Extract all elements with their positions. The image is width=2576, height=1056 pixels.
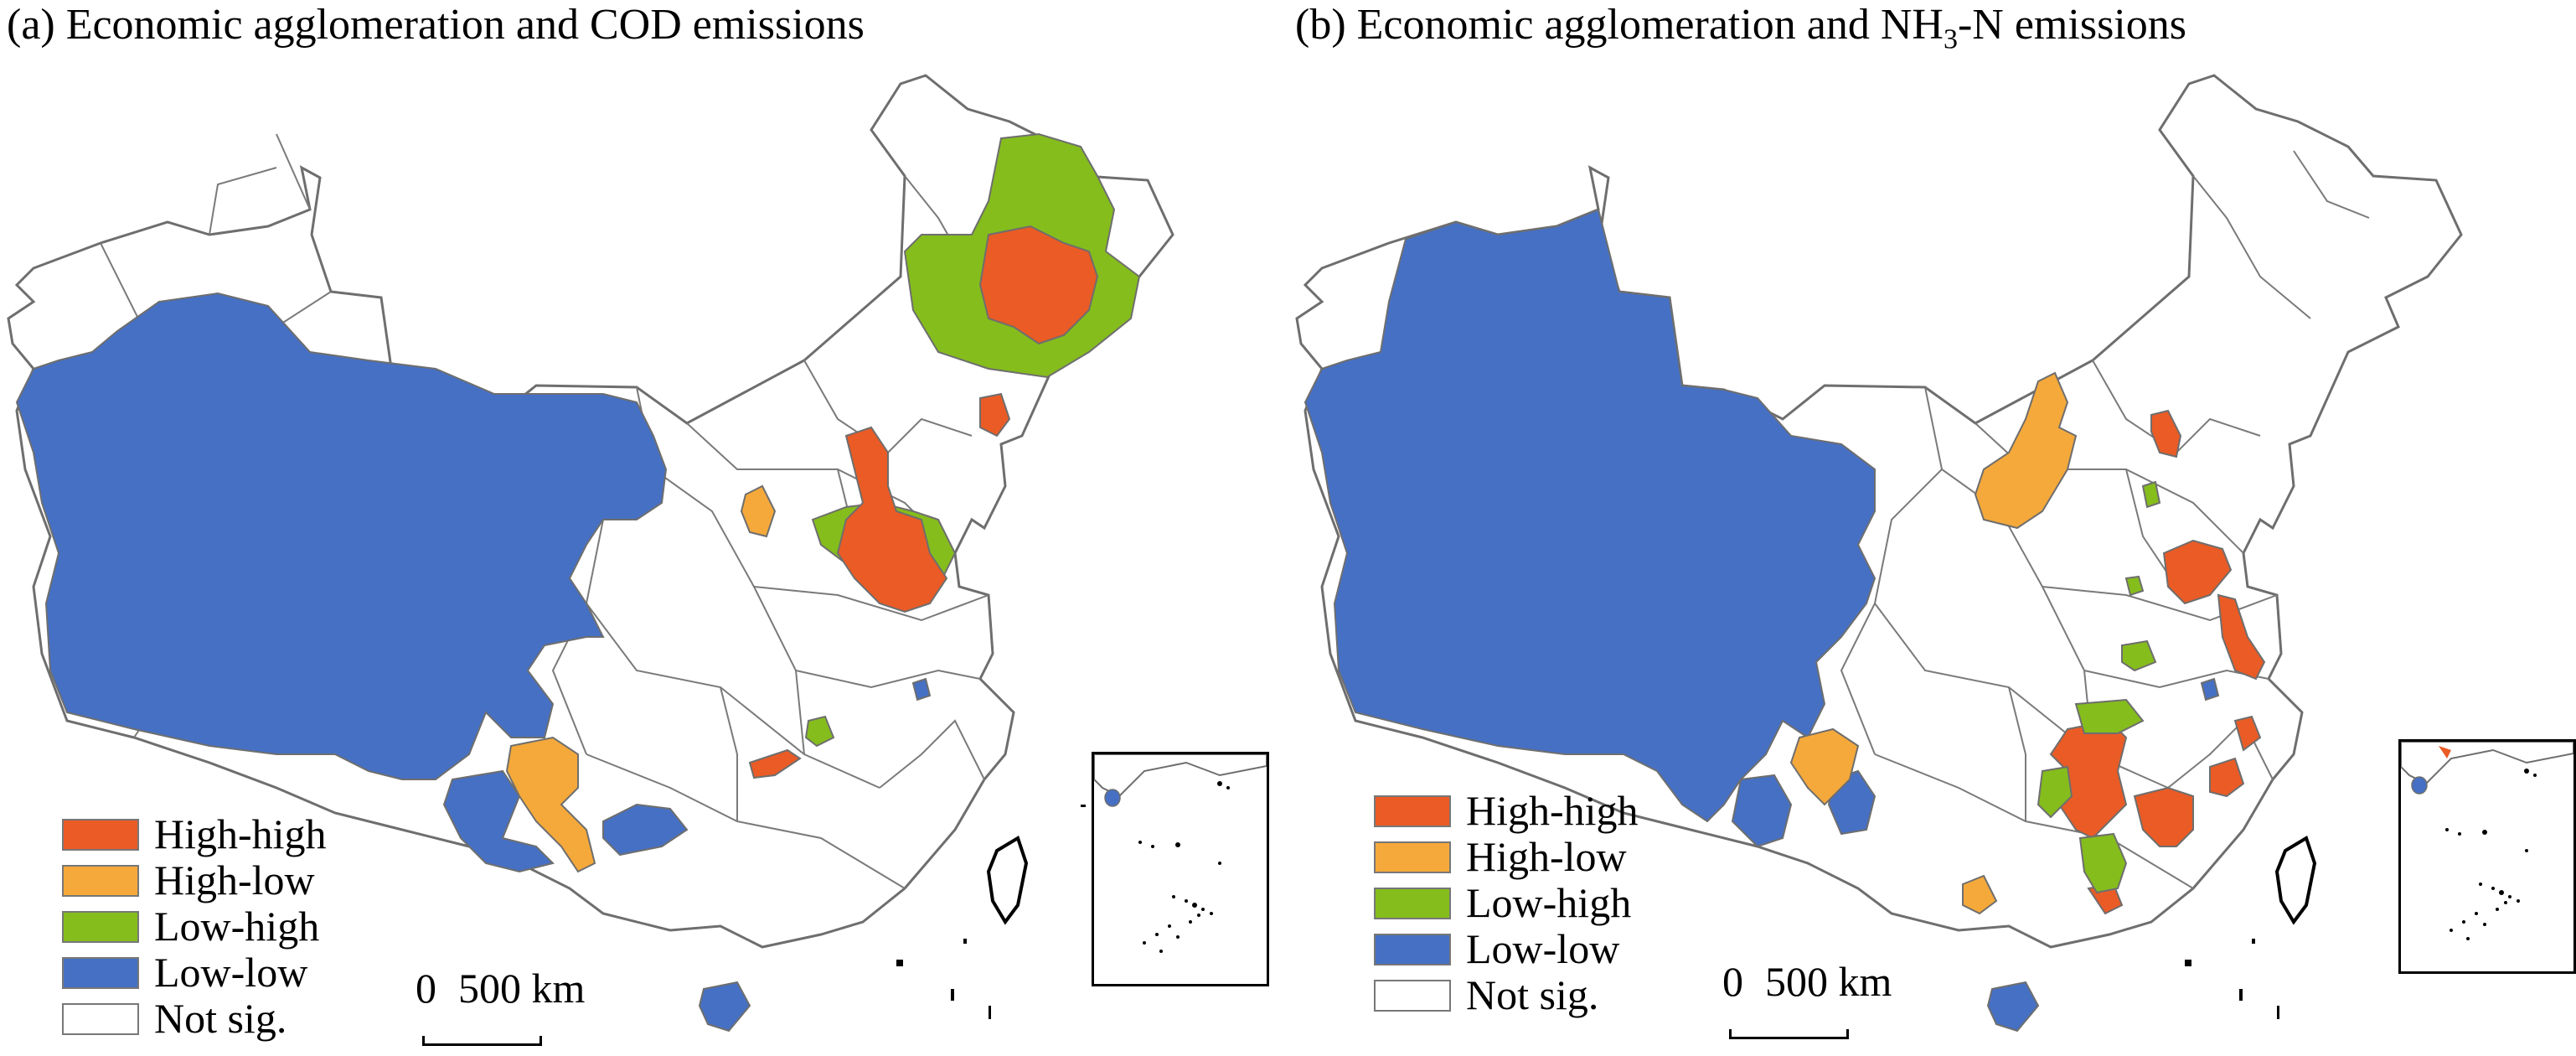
legend-item: Low-high [62,903,327,950]
swatch-low-high [1374,887,1451,919]
swatch-high-high [62,818,139,851]
high-high-north-plain [836,426,948,613]
panel-a-title: (a) Economic agglomeration and COD emiss… [7,1,865,49]
low-low-southwest [1731,774,1793,848]
swatch-low-low [62,956,139,989]
low-low-yunnan [602,803,689,857]
high-high-zhejiang [2233,715,2262,752]
map-b [1295,74,2463,1033]
low-low-west [15,292,668,780]
inset-map [2400,741,2574,940]
low-high-henan [2124,575,2145,597]
inset-map [1093,753,1267,953]
high-low-yunnan [1789,727,1860,806]
low-low-east [2200,677,2220,701]
high-high-jiangsu [2217,593,2266,681]
high-low-inner-mongolia [1974,371,2078,530]
high-high-fujian [2133,786,2194,847]
panel-b-title: (b) Economic agglomeration and NH3-N emi… [1295,1,2186,55]
swatch-not-sig [62,1002,139,1035]
high-high-shandong [2162,539,2233,605]
swatch-not-sig [1374,979,1451,1012]
low-low-hainan [1986,981,2040,1033]
legend-b: High-high High-low Low-high Low-low Not … [1374,788,1639,1018]
low-high-guangdong [2078,832,2128,894]
high-low-guangxi [1962,874,1998,915]
low-high-central [804,715,835,748]
low-low-east [911,677,932,701]
taiwan [2274,836,2317,925]
islands [2185,939,2279,1019]
legend-item: Low-low [62,950,327,996]
scale-bar-b: 0 500 km [1722,957,1892,1039]
legend-item: High-low [62,857,327,903]
high-high-central [748,748,802,779]
scale-bar-a: 0 500 km [416,964,585,1046]
swatch-high-low [1374,841,1451,873]
south-china-sea-inset [2398,739,2576,974]
legend-item: High-low [1374,834,1639,880]
legend-item: Low-low [1374,926,1639,972]
high-high-beijing [2150,409,2182,458]
map-a [7,74,1174,1033]
legend-item: High-high [1374,788,1639,834]
high-high-northeast [978,225,1099,345]
legend-item: Not sig. [62,996,327,1042]
low-high-guangxi [2037,765,2073,819]
high-high-fujian-coast [2209,757,2245,798]
low-low-southwest [442,769,555,873]
low-low-hainan [698,981,751,1033]
swatch-high-high [1374,795,1451,827]
taiwan [986,836,1029,925]
high-high-liaoning [979,392,1011,437]
scale-bar-line [1729,1029,1849,1039]
swatch-low-low [1374,933,1451,965]
panel-a: (a) Economic agglomeration and COD emiss… [7,1,1269,1046]
legend-item: Low-high [1374,880,1639,926]
low-high-hebei [2141,480,2161,509]
legend-item: Not sig. [1374,972,1639,1018]
scale-bar-line [422,1036,542,1046]
legend-item: High-high [62,811,327,857]
high-low-shanxi [740,484,777,538]
swatch-low-high [62,910,139,943]
low-high-hunan [2074,698,2145,734]
low-low-west [1303,208,1877,823]
legend-a: High-high High-low Low-high Low-low Not … [62,811,327,1042]
low-high-hubei [2121,639,2157,672]
south-china-sea-inset [1092,752,1269,986]
panel-b: (b) Economic agglomeration and NH3-N emi… [1288,0,2576,1056]
high-low-yunnan [505,736,596,873]
swatch-high-low [62,864,139,897]
